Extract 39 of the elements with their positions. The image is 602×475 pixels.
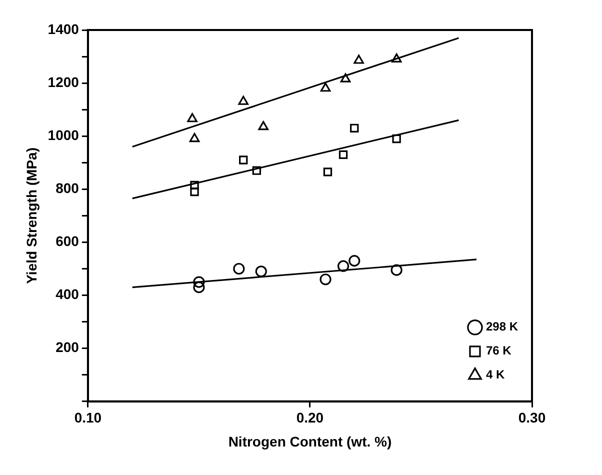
y-tick-label: 800	[56, 180, 80, 196]
point	[338, 150, 348, 160]
point	[350, 124, 359, 132]
y-tick-label: 600	[56, 233, 80, 250]
legend-label: 298 K	[486, 320, 518, 334]
x-tick-label: 0.10	[74, 410, 102, 426]
point	[340, 73, 351, 82]
point	[323, 168, 332, 176]
y-tick-label: 1400	[48, 20, 80, 37]
point	[233, 262, 245, 275]
point	[190, 180, 199, 190]
x-tick-label: 0.20	[296, 410, 324, 426]
point	[193, 282, 205, 294]
point	[187, 113, 198, 122]
point	[390, 264, 402, 276]
point	[252, 166, 262, 175]
point	[391, 53, 402, 62]
point	[239, 156, 248, 164]
legend-label: 4 K	[486, 368, 505, 382]
point	[258, 121, 268, 130]
point	[392, 134, 401, 144]
point	[348, 255, 360, 267]
x-axis-title: Nitrogen Content (wt. %)	[228, 433, 392, 450]
point	[255, 266, 267, 278]
point	[190, 187, 199, 196]
y-tick-label: 200	[56, 339, 80, 356]
legend-label: 76 K	[486, 344, 512, 358]
y-tick-label: 1200	[48, 74, 80, 90]
y-tick-label: 1000	[48, 126, 80, 143]
point	[193, 276, 205, 288]
point	[337, 260, 350, 272]
point	[189, 132, 200, 142]
point	[354, 54, 364, 64]
y-axis-title: Yield Strength (MPa)	[23, 148, 40, 284]
point	[238, 96, 248, 105]
point	[320, 82, 331, 92]
x-tick-label: 0.30	[518, 410, 546, 426]
point	[320, 274, 332, 286]
y-tick-label: 400	[56, 286, 80, 302]
